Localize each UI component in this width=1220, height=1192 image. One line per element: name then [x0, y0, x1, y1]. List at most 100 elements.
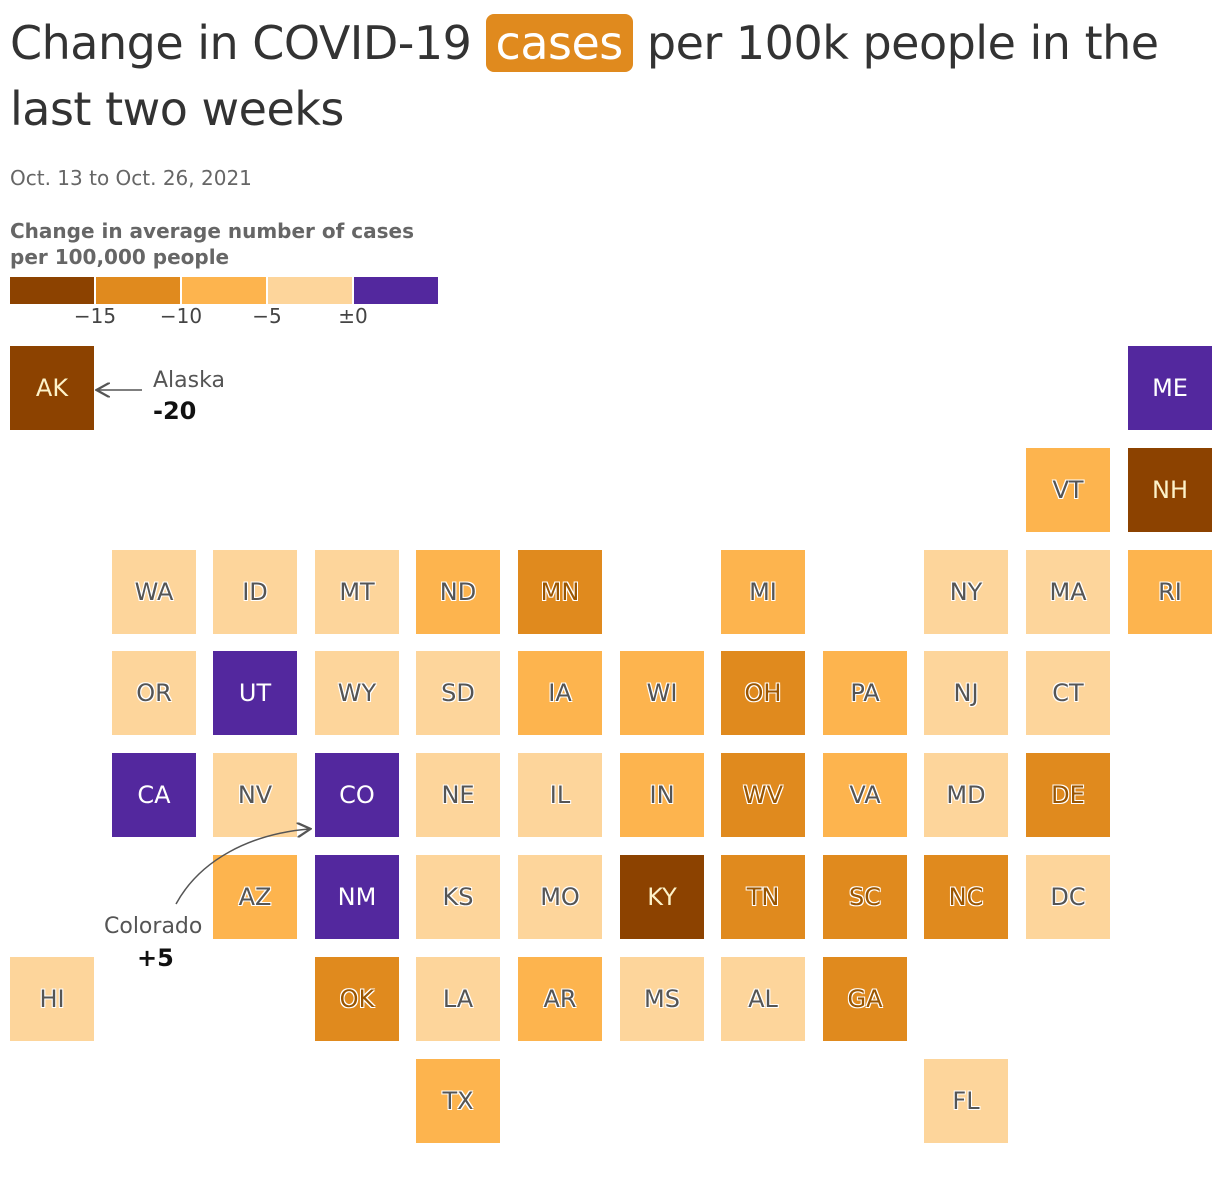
- state-tile-label: PA: [850, 679, 880, 707]
- state-tile-ct[interactable]: CT: [1026, 651, 1110, 735]
- state-tile-mi[interactable]: MI: [721, 550, 805, 634]
- state-tile-tn[interactable]: TN: [721, 855, 805, 939]
- state-tile-label: OK: [339, 985, 375, 1013]
- state-tile-label: MD: [946, 781, 986, 809]
- state-tile-label: WI: [646, 679, 678, 707]
- title-text-before: Change in COVID-19: [10, 16, 486, 70]
- state-tile-label: RI: [1158, 578, 1182, 606]
- state-tile-sd[interactable]: SD: [416, 651, 500, 735]
- state-tile-label: MI: [749, 578, 777, 606]
- state-tile-label: SD: [441, 679, 475, 707]
- color-legend: [10, 277, 438, 304]
- state-tile-label: IA: [548, 679, 572, 707]
- state-tile-co[interactable]: CO: [315, 753, 399, 837]
- state-tile-label: ME: [1152, 374, 1188, 402]
- alaska-annotation-name: Alaska: [153, 368, 225, 393]
- state-tile-label: NC: [948, 883, 984, 911]
- state-tile-fl[interactable]: FL: [924, 1059, 1008, 1143]
- title-highlight-badge: cases: [485, 14, 633, 72]
- state-tile-me[interactable]: ME: [1128, 346, 1212, 430]
- state-tile-label: AK: [35, 374, 69, 402]
- state-tile-ar[interactable]: AR: [518, 957, 602, 1041]
- state-tile-or[interactable]: OR: [112, 651, 196, 735]
- state-tile-label: IN: [649, 781, 675, 809]
- state-tile-ca[interactable]: CA: [112, 753, 196, 837]
- state-tile-nd[interactable]: ND: [416, 550, 500, 634]
- state-tile-label: IL: [549, 781, 571, 809]
- state-tile-il[interactable]: IL: [518, 753, 602, 837]
- state-tile-label: MO: [540, 883, 580, 911]
- state-tile-label: WA: [134, 578, 174, 606]
- legend-tick-label: −15: [73, 304, 117, 328]
- legend-tick-label: −10: [159, 304, 203, 328]
- state-tile-az[interactable]: AZ: [213, 855, 297, 939]
- legend-swatch: [96, 277, 180, 304]
- state-tile-va[interactable]: VA: [823, 753, 907, 837]
- state-tile-ma[interactable]: MA: [1026, 550, 1110, 634]
- state-tile-wy[interactable]: WY: [315, 651, 399, 735]
- state-tile-label: CA: [137, 781, 171, 809]
- state-tile-ky[interactable]: KY: [620, 855, 704, 939]
- state-tile-mo[interactable]: MO: [518, 855, 602, 939]
- state-tile-label: NJ: [953, 679, 979, 707]
- state-tile-label: AR: [543, 985, 577, 1013]
- state-tile-label: CT: [1052, 679, 1084, 707]
- legend-swatch: [354, 277, 438, 304]
- state-tile-label: MS: [644, 985, 680, 1013]
- state-tile-label: OR: [136, 679, 172, 707]
- state-tile-label: WV: [742, 781, 784, 809]
- state-tile-ok[interactable]: OK: [315, 957, 399, 1041]
- state-tile-ne[interactable]: NE: [416, 753, 500, 837]
- state-tile-de[interactable]: DE: [1026, 753, 1110, 837]
- state-tile-wa[interactable]: WA: [112, 550, 196, 634]
- state-tile-wi[interactable]: WI: [620, 651, 704, 735]
- state-tile-ak[interactable]: AK: [10, 346, 94, 430]
- state-tile-label: ND: [439, 578, 477, 606]
- state-tile-label: VA: [849, 781, 881, 809]
- state-tile-ga[interactable]: GA: [823, 957, 907, 1041]
- state-tile-oh[interactable]: OH: [721, 651, 805, 735]
- state-tile-nv[interactable]: NV: [213, 753, 297, 837]
- state-tile-vt[interactable]: VT: [1026, 448, 1110, 532]
- state-tile-hi[interactable]: HI: [10, 957, 94, 1041]
- state-tile-dc[interactable]: DC: [1026, 855, 1110, 939]
- state-tile-label: CO: [339, 781, 375, 809]
- state-tile-sc[interactable]: SC: [823, 855, 907, 939]
- state-tile-ri[interactable]: RI: [1128, 550, 1212, 634]
- state-tile-label: DC: [1050, 883, 1086, 911]
- state-tile-label: AL: [748, 985, 778, 1013]
- state-tile-ut[interactable]: UT: [213, 651, 297, 735]
- state-tile-nm[interactable]: NM: [315, 855, 399, 939]
- state-tile-ny[interactable]: NY: [924, 550, 1008, 634]
- state-tile-id[interactable]: ID: [213, 550, 297, 634]
- state-tile-al[interactable]: AL: [721, 957, 805, 1041]
- colorado-annotation-value: +5: [137, 944, 174, 972]
- state-tile-label: ID: [242, 578, 268, 606]
- state-tile-label: TN: [746, 883, 780, 911]
- state-tile-pa[interactable]: PA: [823, 651, 907, 735]
- state-tile-label: FL: [952, 1087, 980, 1115]
- state-tile-in[interactable]: IN: [620, 753, 704, 837]
- date-range-subtitle: Oct. 13 to Oct. 26, 2021: [10, 166, 252, 190]
- state-tile-nj[interactable]: NJ: [924, 651, 1008, 735]
- legend-tick-label: ±0: [338, 304, 368, 328]
- state-tile-mt[interactable]: MT: [315, 550, 399, 634]
- state-tile-tx[interactable]: TX: [416, 1059, 500, 1143]
- legend-title: Change in average number of cases per 10…: [10, 219, 415, 269]
- legend-tick-label: −5: [252, 304, 282, 328]
- state-tile-label: KS: [442, 883, 474, 911]
- state-tile-nc[interactable]: NC: [924, 855, 1008, 939]
- state-tile-mn[interactable]: MN: [518, 550, 602, 634]
- legend-swatch: [182, 277, 266, 304]
- state-tile-label: LA: [442, 985, 474, 1013]
- legend-swatch: [268, 277, 352, 304]
- state-tile-ia[interactable]: IA: [518, 651, 602, 735]
- state-tile-nh[interactable]: NH: [1128, 448, 1212, 532]
- state-tile-md[interactable]: MD: [924, 753, 1008, 837]
- state-tile-label: NM: [337, 883, 377, 911]
- state-tile-wv[interactable]: WV: [721, 753, 805, 837]
- state-tile-la[interactable]: LA: [416, 957, 500, 1041]
- state-tile-ms[interactable]: MS: [620, 957, 704, 1041]
- state-tile-ks[interactable]: KS: [416, 855, 500, 939]
- chart-title: Change in COVID-19 cases per 100k people…: [10, 10, 1215, 142]
